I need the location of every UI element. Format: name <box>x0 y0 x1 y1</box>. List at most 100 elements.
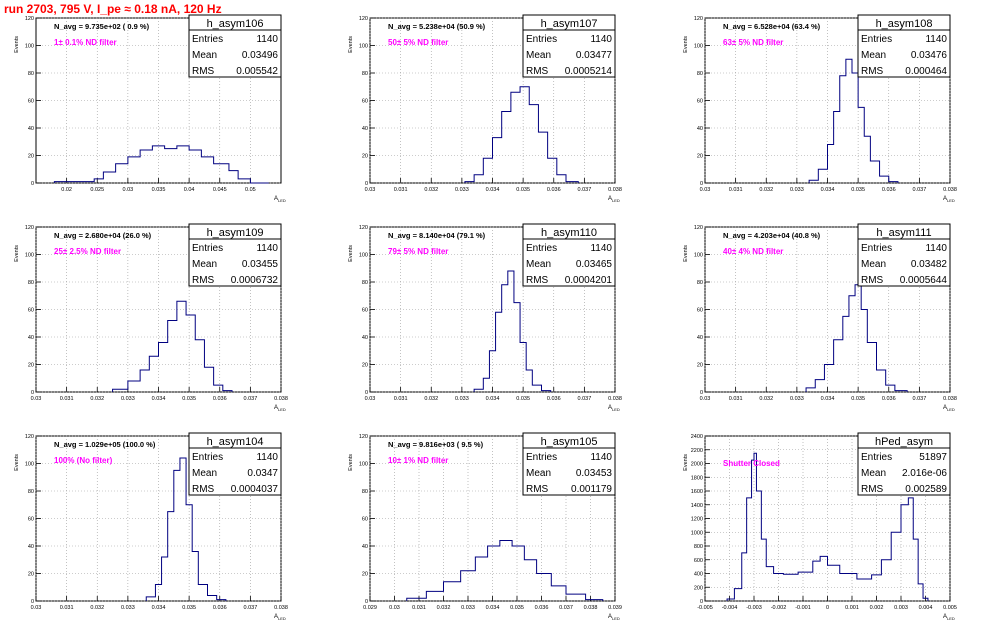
histogram-name: h_asym106 <box>207 18 264 30</box>
stats-label-rms: RMS <box>526 484 549 495</box>
y-tick-label: 40 <box>362 335 368 341</box>
stats-value-mean: 0.03496 <box>242 50 279 61</box>
y-tick-label: 80 <box>362 489 368 495</box>
navg-label: N_avg = 1.029e+05 (100.0 %) <box>54 440 156 449</box>
histogram-bin <box>223 391 232 392</box>
x-axis-label: ALED <box>943 196 955 203</box>
y-tick-label: 0 <box>31 181 34 187</box>
x-tick-label: 0.038 <box>943 396 957 402</box>
navg-label: N_avg = 4.203e+04 (40.8 %) <box>723 231 821 240</box>
navg-label: N_avg = 8.140e+04 (79.1 %) <box>388 231 486 240</box>
filter-annotation: 79± 5% ND filter <box>388 247 448 256</box>
histogram-steps <box>726 452 929 601</box>
histogram-bin <box>180 458 186 601</box>
histogram-bin <box>483 378 489 392</box>
histogram-bin <box>798 572 813 601</box>
histogram-bin <box>113 389 128 392</box>
histogram-bin <box>881 560 891 601</box>
stats-label-rms: RMS <box>861 66 884 77</box>
x-axis-label-subscript: LED <box>278 198 286 203</box>
stats-value-rms: 0.0004201 <box>565 275 613 286</box>
y-axis-label: Events <box>14 245 20 262</box>
y-tick-label: 400 <box>694 572 703 578</box>
histogram-bin <box>566 594 586 601</box>
histogram-bin <box>512 546 524 601</box>
x-axis-label-subscript: LED <box>947 407 955 412</box>
y-axis-label: Events <box>683 36 689 53</box>
y-tick-label: 40 <box>697 335 703 341</box>
y-tick-label: 120 <box>359 225 368 231</box>
histogram-bin <box>537 574 552 602</box>
histogram-bin <box>168 321 177 393</box>
y-tick-label: 100 <box>359 253 368 259</box>
y-tick-label: 100 <box>25 462 34 468</box>
histogram-bin <box>149 356 158 392</box>
histogram-bin <box>502 285 508 392</box>
stats-label-rms: RMS <box>192 484 215 495</box>
histogram-steps <box>406 540 604 601</box>
stats-label-mean: Mean <box>192 259 217 270</box>
histogram-bin <box>229 171 238 183</box>
histogram-bin <box>806 388 815 392</box>
histogram-bin <box>840 574 857 602</box>
x-tick-label: 0.031 <box>394 187 408 193</box>
filter-annotation: 100% (No filter) <box>54 456 113 465</box>
histogram-bin <box>815 380 824 392</box>
stats-label-mean: Mean <box>861 468 886 479</box>
stats-value-mean: 0.03477 <box>576 50 613 61</box>
y-tick-label: 40 <box>28 335 34 341</box>
x-tick-label: 0.032 <box>759 187 773 193</box>
filter-annotation: 1± 0.1% ND filter <box>54 38 117 47</box>
histogram-bin <box>526 370 532 392</box>
y-tick-label: 0 <box>700 390 703 396</box>
histogram-panel-h_asym106: 0.02 0.025 0.03 0.035 0.04 0.045 0.05 0 20 40 60 80… <box>14 14 286 203</box>
histogram-bin <box>140 150 152 183</box>
filter-annotation: 63± 5% ND filter <box>723 38 783 47</box>
histogram-bin <box>818 169 827 183</box>
histogram-bin <box>529 105 538 183</box>
histogram-bin <box>880 176 889 183</box>
stats-value-entries: 1140 <box>256 34 278 45</box>
x-tick-label: 0.036 <box>535 605 549 611</box>
x-tick-label: 0.037 <box>243 396 257 402</box>
histogram-bin <box>855 285 861 392</box>
x-tick-label: 0.035 <box>152 187 166 193</box>
histogram-bin <box>514 303 520 392</box>
y-tick-label: 40 <box>362 544 368 550</box>
histogram-bin <box>918 584 923 601</box>
x-tick-label: 0.036 <box>882 396 896 402</box>
x-tick-label: 0.036 <box>547 396 561 402</box>
y-tick-label: 0 <box>365 599 368 605</box>
x-tick-label: 0.035 <box>510 605 524 611</box>
histogram-bin <box>895 391 907 392</box>
x-tick-label: 0.03 <box>31 396 42 402</box>
y-tick-label: 0 <box>31 599 34 605</box>
x-tick-label: 0.037 <box>912 187 926 193</box>
x-tick-label: 0.036 <box>882 187 896 193</box>
x-tick-label: 0.037 <box>559 605 573 611</box>
x-tick-label: 0.032 <box>437 605 451 611</box>
stats-value-mean: 0.03465 <box>576 259 613 270</box>
y-tick-label: 2000 <box>691 462 703 468</box>
histogram-bin <box>870 161 879 183</box>
y-tick-label: 2400 <box>691 434 703 440</box>
histogram-bin <box>461 571 476 601</box>
x-tick-label: 0.038 <box>608 396 622 402</box>
histogram-bin <box>524 560 536 601</box>
x-axis-label-subscript: LED <box>947 616 955 621</box>
y-tick-label: 20 <box>28 154 34 160</box>
navg-label: N_avg = 9.735e+02 ( 0.9 %) <box>54 22 150 31</box>
x-axis-label: ALED <box>274 614 286 621</box>
filter-annotation: 50± 5% ND filter <box>388 38 448 47</box>
histogram-bin <box>901 505 908 601</box>
x-tick-label: 0.034 <box>486 187 500 193</box>
x-axis-label-subscript: LED <box>278 407 286 412</box>
y-tick-label: 20 <box>697 363 703 369</box>
y-tick-label: 80 <box>697 280 703 286</box>
stats-label-mean: Mean <box>526 259 551 270</box>
histogram-bin <box>828 145 834 184</box>
y-tick-label: 120 <box>359 16 368 22</box>
histogram-bin <box>174 470 180 601</box>
histogram-bin <box>886 385 895 392</box>
y-tick-label: 60 <box>28 308 34 314</box>
